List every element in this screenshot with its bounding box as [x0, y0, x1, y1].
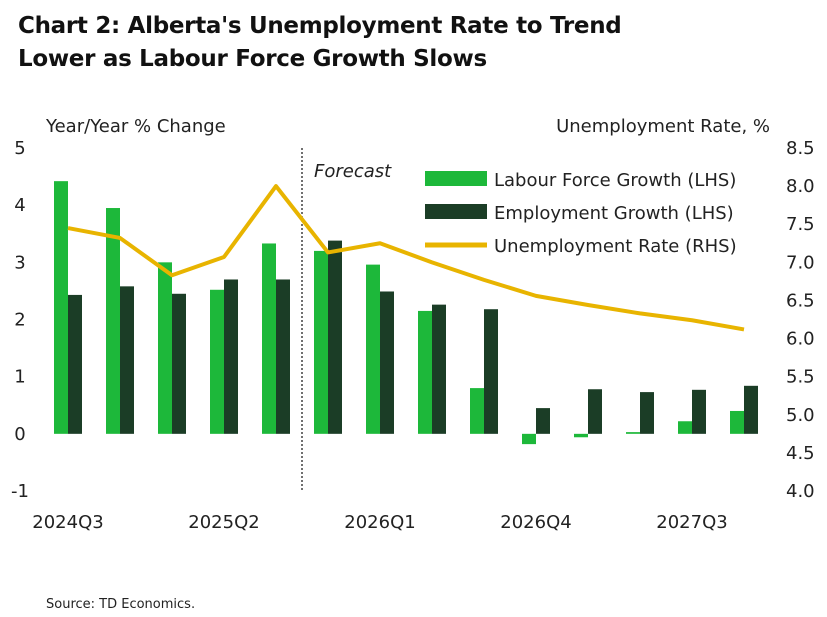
legend-swatch — [425, 171, 487, 186]
right-tick-label: 6.5 — [786, 290, 815, 311]
labour-force-bar — [366, 264, 380, 434]
legend-label: Unemployment Rate (RHS) — [494, 236, 737, 257]
employment-bar — [224, 279, 238, 434]
employment-bar — [276, 279, 290, 434]
left-tick-label: 0 — [14, 424, 25, 445]
x-tick-label: 2026Q1 — [344, 512, 415, 533]
right-tick-label: 5.5 — [786, 367, 815, 388]
labour-force-bar — [730, 410, 744, 434]
left-tick-label: 2 — [14, 310, 25, 331]
right-tick-label: 6.0 — [786, 329, 815, 350]
employment-bar — [432, 304, 446, 434]
unemployment-rate-line — [67, 184, 745, 332]
left-tick-label: 4 — [14, 195, 25, 216]
right-tick-label: 7.0 — [786, 252, 815, 273]
right-tick-label: 4.0 — [786, 481, 815, 502]
left-tick-label: 1 — [14, 367, 25, 388]
left-tick-label: 5 — [14, 138, 25, 159]
right-tick-label: 8.5 — [786, 138, 815, 159]
legend-swatch — [425, 204, 487, 219]
right-tick-label: 5.0 — [786, 405, 815, 426]
x-tick-label: 2025Q2 — [188, 512, 259, 533]
title-line-2: Lower as Labour Force Growth Slows — [18, 46, 487, 72]
labour-force-bar — [262, 243, 276, 434]
chart-title: Chart 2: Alberta's Unemployment Rate to … — [18, 10, 622, 76]
employment-bar — [328, 240, 342, 434]
employment-bar — [68, 294, 82, 434]
left-axis-label: Year/Year % Change — [45, 116, 226, 137]
right-tick-label: 8.0 — [786, 176, 815, 197]
labour-force-bar — [522, 433, 536, 445]
right-axis-label: Unemployment Rate, % — [556, 116, 770, 137]
title-line-1: Chart 2: Alberta's Unemployment Rate to … — [18, 13, 622, 39]
employment-bar — [588, 389, 602, 434]
employment-bar — [120, 286, 134, 434]
labour-force-bar — [210, 289, 224, 434]
right-tick-label: 4.5 — [786, 443, 815, 464]
employment-bar — [640, 392, 654, 434]
x-tick-label: 2026Q4 — [500, 512, 571, 533]
labour-force-bar — [54, 181, 68, 434]
labour-force-bar — [470, 388, 484, 434]
labour-force-bar — [106, 208, 120, 434]
labour-force-bar — [418, 310, 432, 434]
labour-force-bar — [574, 433, 588, 438]
employment-bar — [172, 293, 186, 434]
labour-force-bar — [678, 421, 692, 434]
labour-force-bar — [158, 262, 172, 434]
right-tick-label: 7.5 — [786, 214, 815, 235]
legend-label: Employment Growth (LHS) — [494, 203, 734, 224]
employment-bar — [484, 309, 498, 434]
forecast-label: Forecast — [314, 161, 392, 182]
x-tick-label: 2024Q3 — [32, 512, 103, 533]
employment-bar — [380, 291, 394, 434]
employment-bar — [744, 385, 758, 434]
legend-label: Labour Force Growth (LHS) — [494, 170, 736, 191]
x-tick-label: 2027Q3 — [656, 512, 727, 533]
employment-bar — [536, 408, 550, 434]
employment-bar — [692, 389, 706, 434]
left-tick-label: 3 — [14, 252, 25, 273]
labour-force-bar — [314, 250, 328, 434]
left-tick-label: -1 — [11, 481, 29, 502]
labour-force-bar — [626, 432, 640, 434]
source-note: Source: TD Economics. — [46, 597, 196, 612]
